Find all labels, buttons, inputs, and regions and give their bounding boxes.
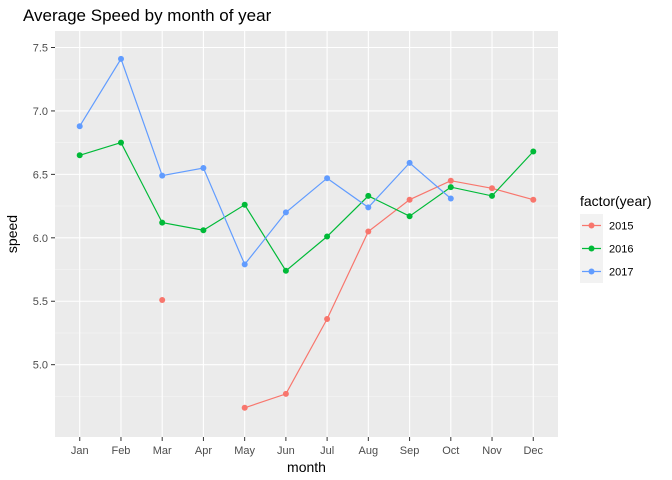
data-point-2015-Oct xyxy=(447,177,454,184)
legend-title: factor(year) xyxy=(580,193,652,209)
y-tick-label: 6.0 xyxy=(33,233,48,245)
x-tick-label-Feb: Feb xyxy=(111,445,130,457)
data-point-2017-May xyxy=(241,261,248,268)
x-tick-label-Aug: Aug xyxy=(359,445,379,457)
data-point-2016-Jun xyxy=(282,267,289,274)
y-tick-label: 7.0 xyxy=(33,106,48,118)
series-line-2015 xyxy=(244,180,534,409)
y-axis-title: speed xyxy=(4,215,20,253)
legend-point-2015 xyxy=(588,222,595,229)
x-tick-label-May: May xyxy=(234,445,255,457)
data-point-2017-Jul xyxy=(324,175,331,182)
data-point-2015-Aug xyxy=(365,228,372,235)
legend-point-2016 xyxy=(588,245,595,252)
y-tick-label: 7.5 xyxy=(33,42,48,54)
data-point-2017-Sep xyxy=(406,159,413,166)
data-point-2015-Jul xyxy=(324,316,331,322)
data-point-2016-Feb xyxy=(118,139,124,146)
x-tick-label-Nov: Nov xyxy=(482,445,502,457)
x-tick-label-Dec: Dec xyxy=(523,445,543,457)
x-tick-label-Jan: Jan xyxy=(71,445,89,457)
data-point-2015-Sep xyxy=(406,196,413,203)
data-point-2015-Nov xyxy=(489,185,495,192)
data-point-2016-Mar xyxy=(159,219,166,226)
x-tick-label-Oct: Oct xyxy=(442,445,459,457)
y-tick-label: 6.5 xyxy=(33,169,48,181)
data-point-2017-Feb xyxy=(118,55,124,62)
series-points xyxy=(76,55,537,411)
x-tick-label-Sep: Sep xyxy=(400,445,420,457)
data-point-2016-Sep xyxy=(406,213,413,220)
data-point-2015-May xyxy=(241,404,248,411)
x-tick-label-Apr: Apr xyxy=(195,445,212,457)
legend-point-2017 xyxy=(588,268,595,275)
legend-label-2017: 2017 xyxy=(609,267,633,279)
data-point-2016-Nov xyxy=(489,192,495,199)
chart-title: Average Speed by month of year xyxy=(23,6,272,25)
y-axis: 5.0 5.5 6.0 6.5 7.0 7.5 xyxy=(33,42,55,372)
y-tick-label: 5.0 xyxy=(33,360,48,372)
plot-panel xyxy=(55,31,558,437)
minor-gridlines xyxy=(55,78,558,397)
legend: factor(year) 2015 2016 2017 xyxy=(580,193,652,283)
data-point-2017-Jun xyxy=(282,209,289,216)
data-point-2016-Jul xyxy=(324,233,331,240)
data-point-2016-Dec xyxy=(530,148,537,155)
data-point-2017-Aug xyxy=(365,204,372,211)
data-point-2015-Mar xyxy=(159,297,166,303)
x-axis: Jan Feb Mar Apr May Jun Jul Aug Sep Oct Nov Dec xyxy=(71,437,544,457)
series-line-2016 xyxy=(79,141,534,272)
x-tick-label-Mar: Mar xyxy=(153,445,172,457)
data-point-2016-May xyxy=(241,201,248,208)
data-point-2015-Dec xyxy=(530,196,537,203)
data-point-2017-Apr xyxy=(200,165,207,171)
legend-label-2015: 2015 xyxy=(609,221,633,233)
series-lines xyxy=(79,57,534,409)
data-point-2017-Oct xyxy=(447,195,454,202)
data-point-2017-Mar xyxy=(159,172,166,179)
legend-label-2016: 2016 xyxy=(609,244,633,256)
series-line-2017 xyxy=(79,57,452,266)
x-tick-label-Jun: Jun xyxy=(277,445,295,457)
data-point-2016-Aug xyxy=(365,192,372,199)
x-tick-label-Jul: Jul xyxy=(320,445,334,457)
y-tick-label: 5.5 xyxy=(33,296,48,308)
x-axis-title: month xyxy=(287,459,326,475)
data-point-2015-Jun xyxy=(282,390,289,397)
data-point-2016-Oct xyxy=(447,184,454,191)
data-point-2016-Jan xyxy=(76,152,83,159)
data-point-2016-Apr xyxy=(200,227,207,234)
data-point-2017-Jan xyxy=(76,123,83,130)
